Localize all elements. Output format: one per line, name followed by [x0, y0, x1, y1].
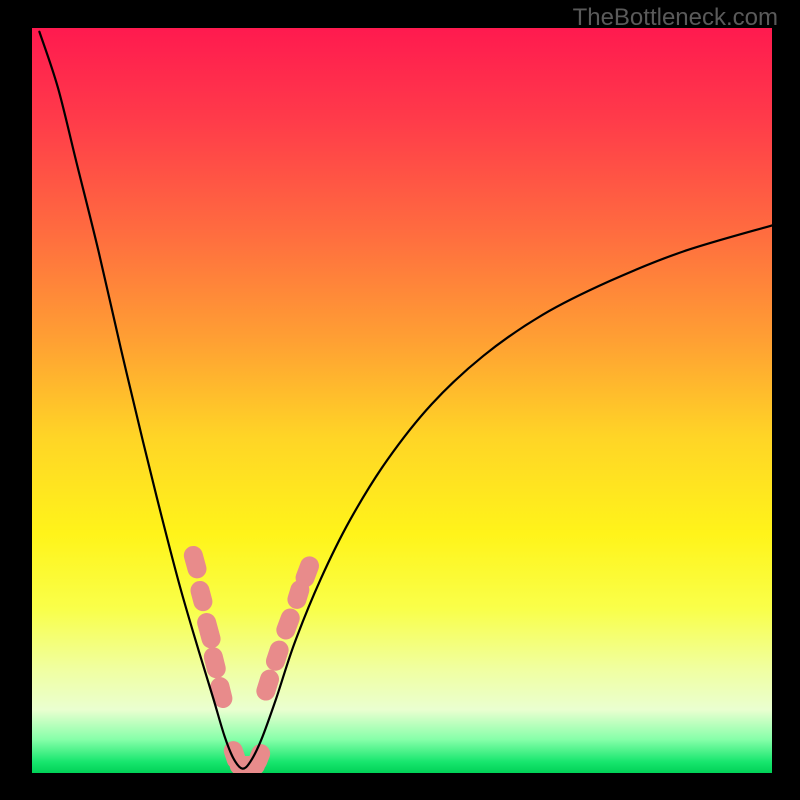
bottleneck-curve: [39, 32, 772, 769]
plot-area: [32, 28, 772, 773]
chart-canvas: TheBottleneck.com: [0, 0, 800, 800]
marker-cluster: [193, 555, 309, 765]
curves-layer: [32, 28, 772, 773]
